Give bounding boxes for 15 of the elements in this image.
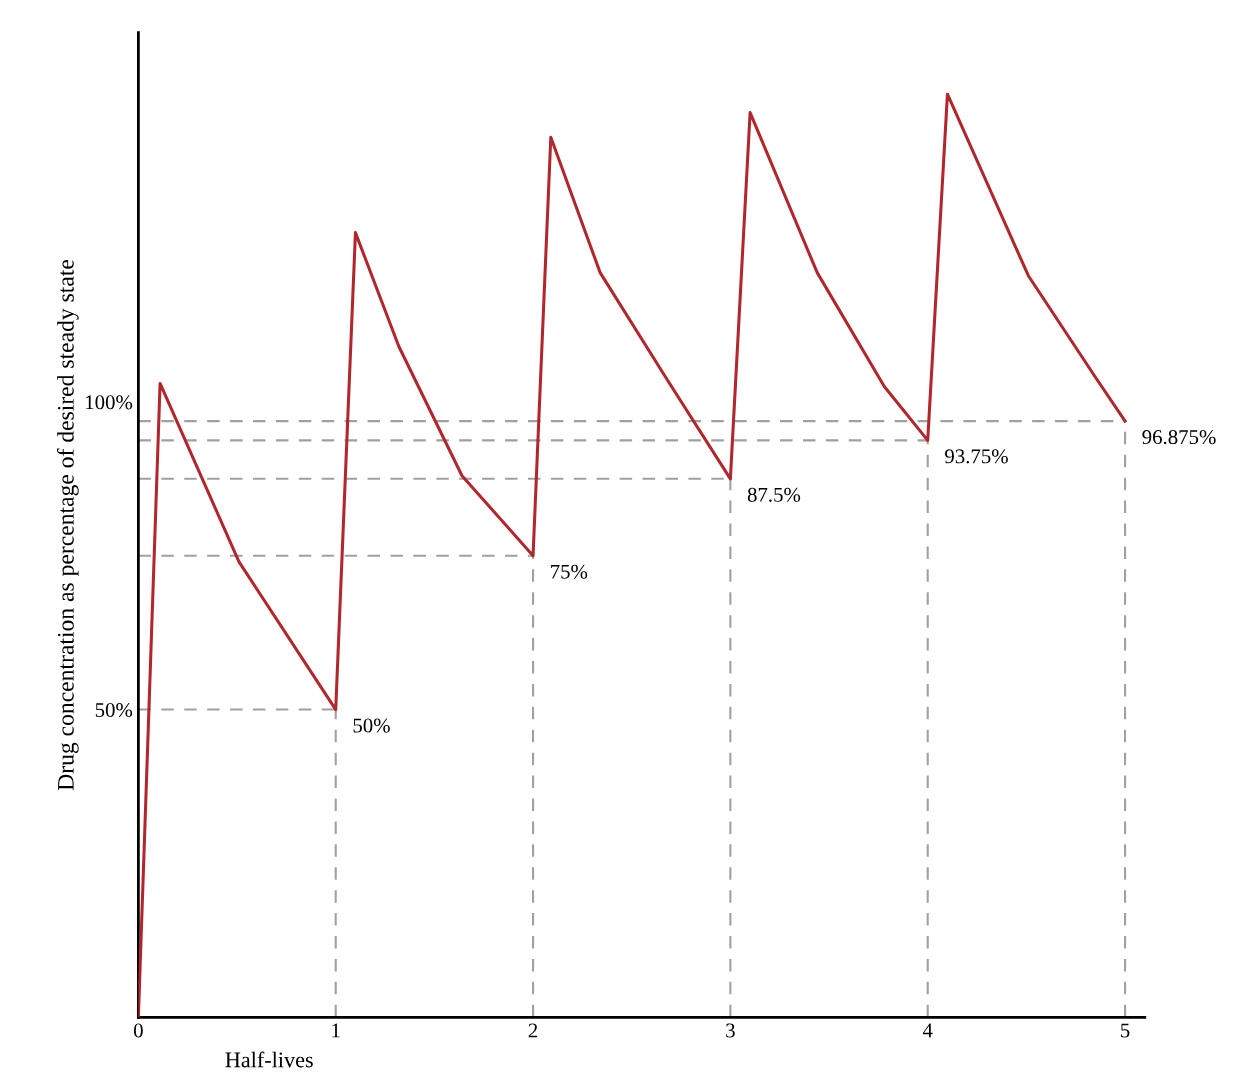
x-tick-label: 5: [1121, 1023, 1130, 1038]
x-axis-title: Half-lives: [225, 1051, 313, 1068]
x-tick-label: 4: [922, 1023, 933, 1038]
data-label: 50%: [353, 718, 390, 733]
line-series: [138, 92, 1127, 1018]
data-label: 87.5%: [747, 487, 801, 502]
x-tick-label: 2: [528, 1023, 538, 1038]
data-label: 96.875%: [1142, 430, 1216, 445]
data-label: 75%: [551, 564, 588, 579]
y-axis-title: Drug concentration as percentage of desired steady state: [56, 259, 79, 791]
data-label: 93.75%: [945, 449, 1008, 464]
x-tick-label: 3: [726, 1023, 735, 1038]
y-tick-label: 100%: [86, 395, 133, 410]
x-tick-label: 0: [133, 1023, 143, 1038]
x-tick-label: 1: [332, 1023, 340, 1038]
